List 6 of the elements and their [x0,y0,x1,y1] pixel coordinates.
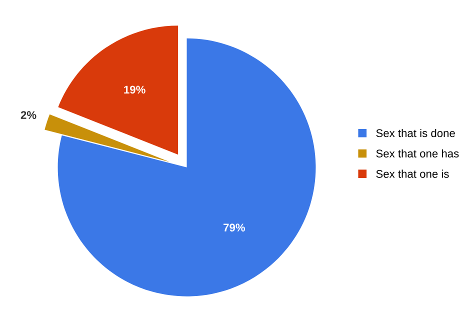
legend-label: Sex that one is [376,170,449,178]
legend-label: Sex that one has [376,149,459,158]
legend-label: Sex that is done [376,128,455,138]
data-label: 79% [224,224,246,232]
data-label: 2% [20,111,36,119]
data-label: 19% [124,86,146,94]
